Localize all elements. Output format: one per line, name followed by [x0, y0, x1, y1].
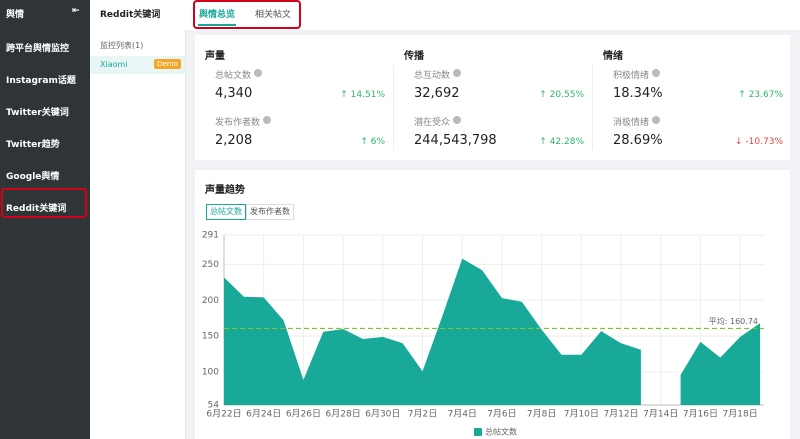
x-tick-label: 6月28日 [326, 409, 361, 420]
y-tick-label: 291 [202, 231, 219, 241]
area [224, 258, 641, 405]
nav-item[interactable]: Reddit关键词 [6, 204, 67, 214]
x-tick-label: 7月12日 [603, 409, 638, 420]
nav-item[interactable]: Twitter趋势 [6, 140, 60, 150]
x-tick-label: 6月24日 [246, 409, 281, 420]
tab[interactable]: 舆情总览 [199, 10, 236, 20]
help-icon [453, 69, 461, 77]
tab-bar: 舆情总览 相关帖文 [185, 0, 800, 30]
toggle[interactable]: 发布作者数 [246, 204, 294, 220]
subnav: Reddit关键词 监控列表(1) Xiaomi Demo [90, 0, 186, 439]
metric-group-title: 情绪 [603, 51, 623, 62]
y-tick-label: 200 [202, 296, 219, 306]
legend-label: 总帖文数 [485, 427, 517, 437]
metric-label: 总互动数 [414, 71, 451, 81]
metric-change: ↑ 20.55% [539, 90, 584, 100]
metric-value: 244,543,798 [414, 133, 497, 148]
x-tick-label: 6月30日 [365, 409, 400, 420]
divider [393, 65, 394, 150]
metric-label: 发布作者数 [215, 118, 261, 128]
metric-change: ↑ 23.67% [738, 90, 783, 100]
metric-change: ↑ 14.51% [340, 90, 385, 100]
average-label: 平均: 160.74 [709, 316, 758, 326]
x-tick-label: 7月4日 [447, 409, 476, 420]
metric-label: 潜在受众 [414, 118, 451, 128]
help-icon [263, 116, 271, 124]
x-tick-label: 7月6日 [487, 409, 516, 420]
metric-change: ↓ -10.73% [735, 137, 783, 147]
sidebar: 舆情 ⇤ 跨平台舆情监控 Instagram话题 Twitter关键词 Twitter… [0, 0, 90, 439]
metric-label: 总帖文数 [215, 71, 252, 81]
nav-item[interactable]: Twitter关键词 [6, 108, 69, 118]
nav-item[interactable]: Instagram话题 [6, 76, 76, 86]
help-icon [652, 116, 660, 124]
tab-underline [198, 24, 236, 26]
y-tick-label: 250 [202, 260, 219, 270]
y-tick-label: 54 [208, 401, 220, 411]
metric-group-title: 传播 [404, 51, 424, 62]
tab[interactable]: 相关帖文 [255, 10, 292, 20]
nav-item[interactable]: Google舆情 [6, 172, 60, 182]
metric-value: 4,340 [215, 86, 253, 101]
y-tick-label: 150 [202, 332, 219, 342]
x-tick-label: 7月2日 [408, 409, 437, 420]
area [680, 323, 760, 405]
chart-card: 声量趋势 总帖文数 发布作者数 54 100 150 200 250 291 6月22日 6月… [195, 170, 790, 439]
toggle[interactable]: 总帖文数 [206, 204, 246, 220]
metric-value: 2,208 [215, 133, 253, 148]
x-tick-label: 6月26日 [286, 409, 321, 420]
metric-change: ↑ 6% [360, 137, 385, 147]
x-tick-label: 7月8日 [527, 409, 556, 420]
x-tick-label: 7月16日 [683, 409, 718, 420]
highlight-box [1, 188, 87, 218]
subnav-title: Reddit关键词 [100, 10, 161, 20]
x-tick-label: 6月22日 [206, 409, 241, 420]
metric-value: 18.34% [613, 86, 663, 101]
metric-group-title: 声量 [205, 51, 225, 62]
help-icon [254, 69, 262, 77]
chart-title: 声量趋势 [205, 185, 245, 196]
chart: 54 100 150 200 250 291 6月22日 6月24日 6月26日 6月28日 6月3… [202, 231, 764, 437]
x-tick-label: 7月14日 [643, 409, 678, 420]
badge: Demo [154, 59, 181, 69]
list-item[interactable]: Xiaomi [100, 60, 128, 69]
highlight-box [193, 0, 301, 29]
metric-label: 积极情绪 [613, 71, 650, 81]
help-icon [652, 69, 660, 77]
legend-swatch [474, 428, 482, 436]
metric-change: ↑ 42.28% [539, 137, 584, 147]
x-tick-label: 7月18日 [723, 409, 758, 420]
x-tick-label: 7月10日 [564, 409, 599, 420]
list-label: 监控列表(1) [100, 41, 144, 50]
y-tick-label: 100 [202, 368, 219, 378]
help-icon [453, 116, 461, 124]
metric-label: 消极情绪 [613, 118, 650, 128]
metrics-card: 声量总帖文数 4,340 ↑ 14.51% 发布作者数 2,208 ↑ 6% 传播总互动数 3… [195, 35, 790, 160]
metric-value: 28.69% [613, 133, 663, 148]
divider [592, 65, 593, 150]
collapse-icon[interactable]: ⇤ [72, 6, 80, 16]
metric-value: 32,692 [414, 86, 460, 101]
sidebar-title: 舆情 [6, 10, 25, 20]
nav-item[interactable]: 跨平台舆情监控 [6, 44, 70, 54]
